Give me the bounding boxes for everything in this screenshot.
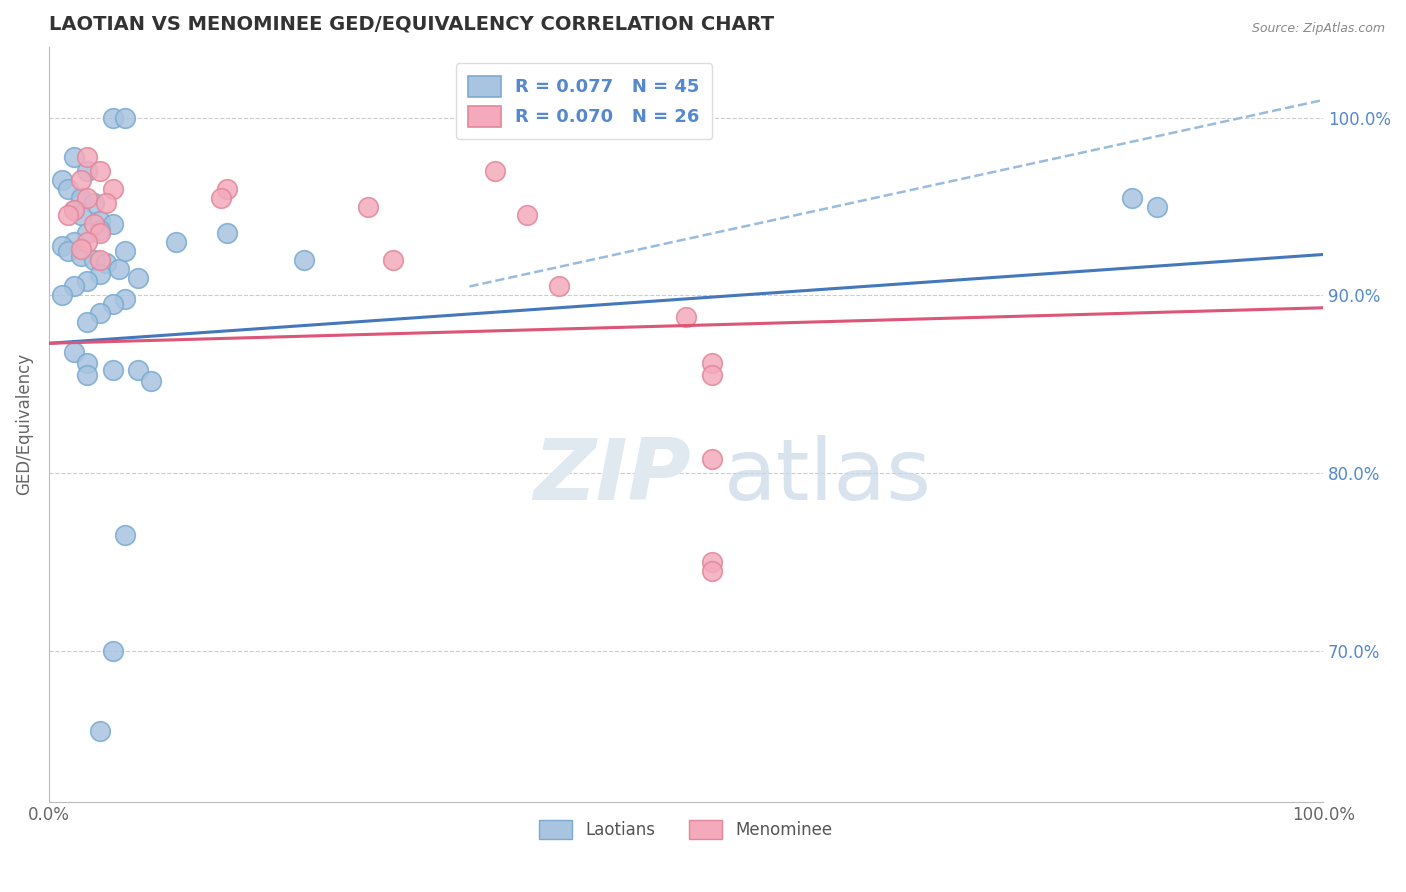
Point xyxy=(76,164,98,178)
Point xyxy=(89,306,111,320)
Legend: Laotians, Menominee: Laotians, Menominee xyxy=(533,814,839,847)
Point xyxy=(76,315,98,329)
Point xyxy=(51,238,73,252)
Point xyxy=(83,217,105,231)
Point xyxy=(127,270,149,285)
Point xyxy=(101,182,124,196)
Point xyxy=(76,368,98,383)
Y-axis label: GED/Equivalency: GED/Equivalency xyxy=(15,353,32,495)
Point xyxy=(89,226,111,240)
Point xyxy=(101,643,124,657)
Point xyxy=(63,235,86,249)
Point xyxy=(217,182,239,196)
Point xyxy=(89,267,111,281)
Point xyxy=(700,451,723,466)
Point xyxy=(114,528,136,542)
Point xyxy=(56,182,79,196)
Point xyxy=(76,150,98,164)
Point xyxy=(547,279,569,293)
Text: Source: ZipAtlas.com: Source: ZipAtlas.com xyxy=(1251,22,1385,36)
Text: atlas: atlas xyxy=(724,435,932,518)
Text: ZIP: ZIP xyxy=(533,435,690,518)
Point xyxy=(69,242,91,256)
Point xyxy=(114,111,136,125)
Point xyxy=(484,164,506,178)
Point xyxy=(83,252,105,267)
Point xyxy=(76,226,98,240)
Point xyxy=(63,203,86,218)
Point xyxy=(292,252,315,267)
Point xyxy=(96,196,118,211)
Point xyxy=(1121,191,1143,205)
Point xyxy=(700,555,723,569)
Point xyxy=(69,191,91,205)
Point xyxy=(63,279,86,293)
Point xyxy=(51,288,73,302)
Point xyxy=(108,261,131,276)
Point xyxy=(101,363,124,377)
Point xyxy=(700,564,723,578)
Point xyxy=(76,274,98,288)
Point xyxy=(516,208,538,222)
Point xyxy=(63,150,86,164)
Point xyxy=(217,226,239,240)
Point xyxy=(76,191,98,205)
Point xyxy=(675,310,697,324)
Point xyxy=(139,374,162,388)
Point xyxy=(83,196,105,211)
Text: LAOTIAN VS MENOMINEE GED/EQUIVALENCY CORRELATION CHART: LAOTIAN VS MENOMINEE GED/EQUIVALENCY COR… xyxy=(49,15,775,34)
Point xyxy=(89,222,111,236)
Point xyxy=(382,252,405,267)
Point xyxy=(56,208,79,222)
Point xyxy=(63,203,86,218)
Point xyxy=(101,111,124,125)
Point xyxy=(114,244,136,258)
Point xyxy=(89,213,111,227)
Point xyxy=(89,723,111,738)
Point xyxy=(56,244,79,258)
Point xyxy=(89,252,111,267)
Point xyxy=(89,164,111,178)
Point xyxy=(51,173,73,187)
Point xyxy=(1146,200,1168,214)
Point xyxy=(76,235,98,249)
Point xyxy=(63,345,86,359)
Point xyxy=(76,356,98,370)
Point xyxy=(96,256,118,270)
Point xyxy=(127,363,149,377)
Point xyxy=(356,200,378,214)
Point xyxy=(209,191,232,205)
Point xyxy=(101,297,124,311)
Point xyxy=(69,208,91,222)
Point xyxy=(69,173,91,187)
Point xyxy=(114,292,136,306)
Point xyxy=(165,235,187,249)
Point xyxy=(101,217,124,231)
Point xyxy=(69,249,91,263)
Point xyxy=(700,356,723,370)
Point xyxy=(700,368,723,383)
